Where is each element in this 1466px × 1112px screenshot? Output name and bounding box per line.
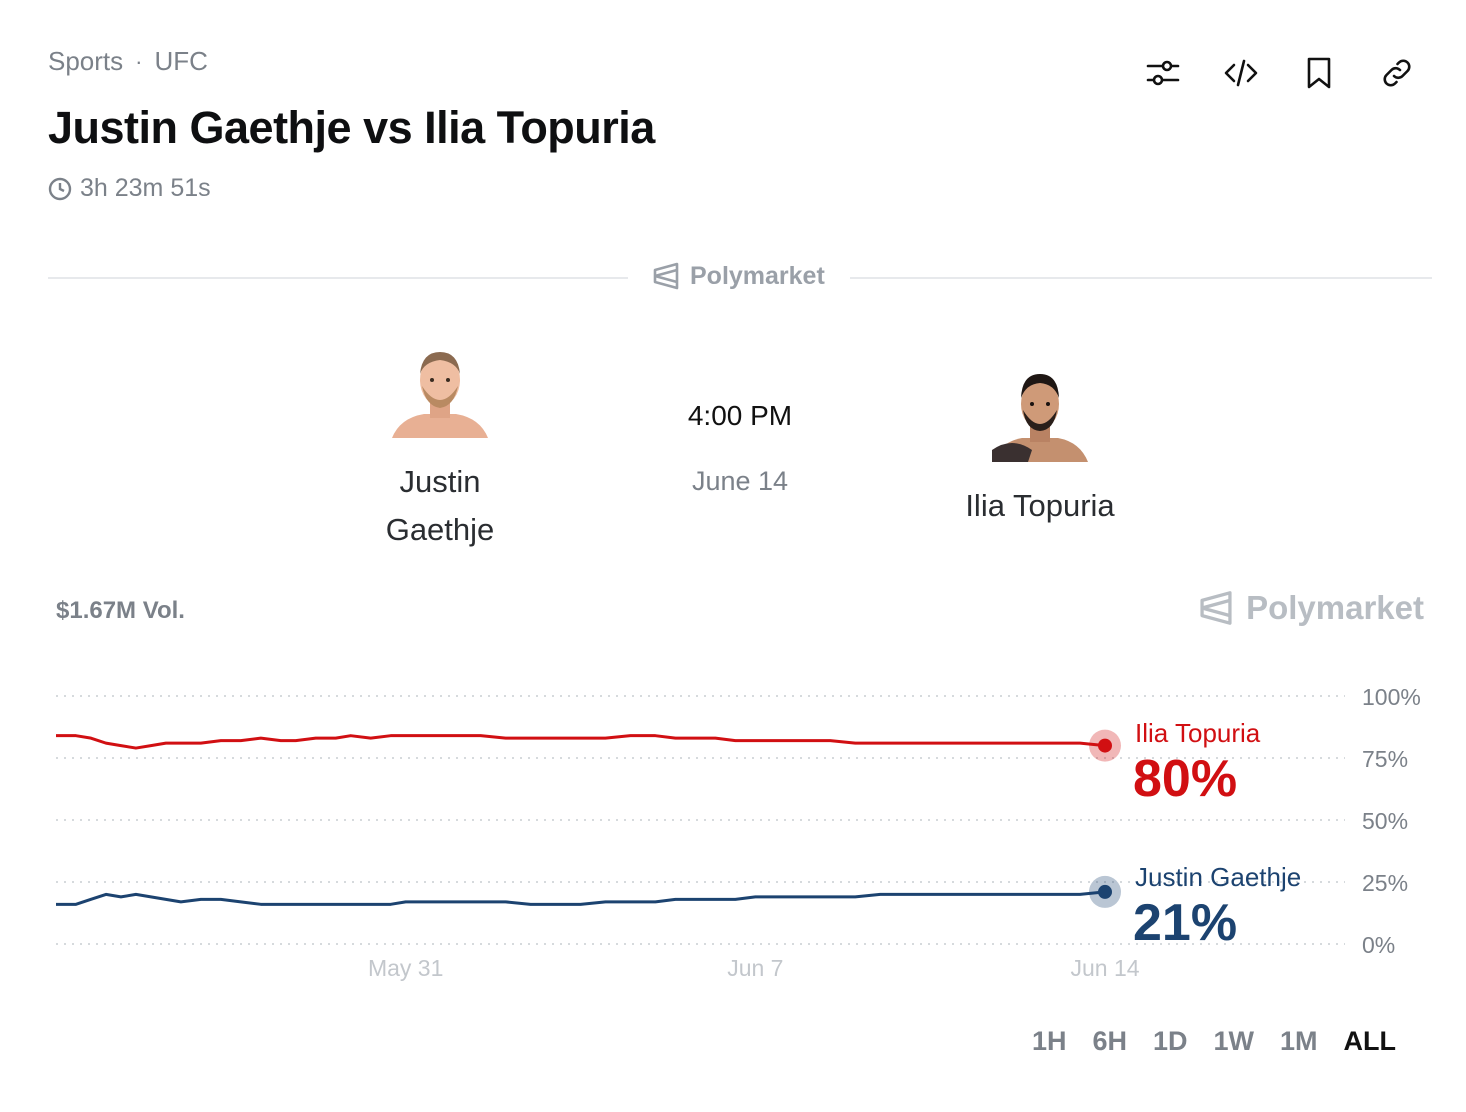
series-label-name: Ilia Topuria: [1135, 718, 1261, 748]
polymarket-logo-icon: [1200, 591, 1232, 625]
series-line-topuria: [56, 734, 1106, 750]
range-button-6h[interactable]: 6H: [1092, 1026, 1127, 1056]
code-icon: [1224, 59, 1258, 87]
event-date: June 14: [691, 466, 789, 496]
price-chart[interactable]: 100% 75% 50% 25% 0% May 31 Jun 7 Jun 14 Ilia Top…: [0, 660, 1466, 1000]
series-end-point: [1098, 738, 1112, 753]
breadcrumb: Sports · UFC: [48, 46, 208, 77]
sliders-icon: [1146, 60, 1180, 86]
fighter-right-name: Ilia Topuria: [965, 488, 1115, 523]
embed-button[interactable]: [1222, 54, 1260, 92]
header-actions: [1144, 54, 1416, 92]
bookmark-icon: [1307, 57, 1331, 89]
link-icon: [1383, 59, 1411, 87]
topuria-avatar: [992, 374, 1088, 462]
range-button-all[interactable]: ALL: [1343, 1026, 1396, 1056]
bookmark-button[interactable]: [1300, 54, 1338, 92]
filter-button[interactable]: [1144, 54, 1182, 92]
divider-left: [48, 277, 628, 279]
fighter-left[interactable]: Justin Gaethje: [370, 344, 510, 554]
range-button-1d[interactable]: 1D: [1152, 1026, 1188, 1056]
fighter-left-name-1: Justin: [399, 464, 481, 499]
range-button-1h[interactable]: 1H: [1031, 1026, 1067, 1056]
series-label-name: Justin Gaethje: [1135, 862, 1301, 892]
series-line-gaethje: [56, 890, 1106, 906]
y-tick-label: 0%: [1362, 932, 1395, 958]
page-title: Justin Gaethje vs Ilia Topuria: [48, 102, 655, 153]
copy-link-button[interactable]: [1378, 54, 1416, 92]
polymarket-brand-text: Polymarket: [690, 261, 825, 290]
gaethje-avatar: [392, 352, 488, 438]
series-label-value: 80%: [1133, 750, 1237, 808]
y-tick-label: 100%: [1362, 684, 1421, 710]
divider-right: [850, 277, 1432, 279]
series-label-value: 21%: [1133, 894, 1237, 952]
y-tick-label: 75%: [1362, 746, 1408, 772]
polymarket-chart-text: Polymarket: [1246, 589, 1424, 626]
y-tick-label: 25%: [1362, 870, 1408, 896]
fighter-left-name-2: Gaethje: [385, 512, 495, 547]
countdown-text: 3h 23m 51s: [80, 174, 211, 202]
polymarket-brand-top[interactable]: Polymarket: [652, 261, 825, 291]
volume: $1.67M Vol.: [56, 597, 185, 624]
series-end-point: [1098, 884, 1112, 899]
countdown: 3h 23m 51s: [48, 174, 211, 203]
event-time: 4:00 PM: [687, 400, 793, 431]
fighter-right[interactable]: Ilia Topuria: [940, 368, 1140, 530]
breadcrumb-sports[interactable]: Sports: [48, 46, 124, 76]
x-tick-label: Jun 7: [727, 955, 783, 981]
y-tick-label: 50%: [1362, 808, 1408, 834]
breadcrumb-separator: ·: [135, 48, 143, 74]
breadcrumb-ufc[interactable]: UFC: [154, 46, 208, 76]
x-tick-label: May 31: [368, 955, 443, 981]
range-button-1w[interactable]: 1W: [1213, 1026, 1255, 1056]
range-button-1m[interactable]: 1M: [1280, 1026, 1318, 1056]
x-tick-label: Jun 14: [1070, 955, 1139, 981]
time-range-selector: 1H 6H 1D 1W 1M ALL: [1032, 1026, 1396, 1057]
polymarket-logo-icon: [653, 262, 679, 290]
clock-icon: [48, 177, 72, 200]
polymarket-brand-chart[interactable]: Polymarket: [1198, 589, 1424, 627]
